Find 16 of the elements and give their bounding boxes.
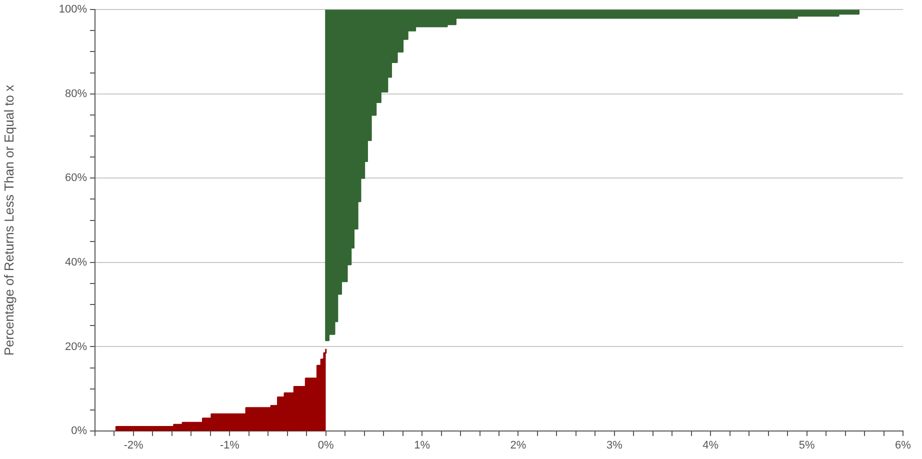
y-tick-label: 100% bbox=[58, 4, 88, 16]
x-tick-label: 6% bbox=[895, 440, 912, 452]
x-tick-label: 1% bbox=[414, 440, 430, 452]
x-tick-label: 5% bbox=[798, 440, 815, 452]
x-tick-label: -1% bbox=[220, 440, 240, 452]
x-tick-label: 0% bbox=[318, 440, 334, 452]
y-tick-label: 60% bbox=[64, 172, 88, 184]
y-tick-label: 80% bbox=[64, 88, 88, 100]
x-tick-label: 2% bbox=[510, 440, 526, 452]
y-tick-label: 20% bbox=[64, 340, 88, 353]
x-tick-label: 4% bbox=[702, 440, 719, 452]
y-tick-label: 0% bbox=[71, 425, 88, 438]
x-tick-label: 3% bbox=[606, 440, 623, 452]
y-axis-title: Percentage of Returns Less Than or Equal to x bbox=[1, 84, 16, 356]
y-tick-label: 40% bbox=[64, 256, 88, 268]
x-tick-label: -2% bbox=[124, 440, 144, 452]
